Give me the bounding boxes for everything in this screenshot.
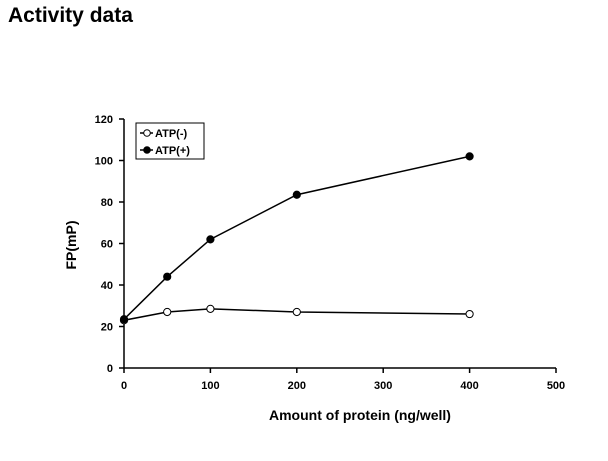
series-line [123,155,470,320]
series-atp-minus [119,304,474,325]
x-tick-label: 500 [547,380,565,392]
x-tick-label: 400 [460,380,478,392]
y-tick-label: 40 [101,280,113,292]
data-point [163,307,172,317]
page-title: Activity data [8,4,133,27]
data-point [206,304,215,313]
x-tick-label: 200 [288,380,306,392]
data-point [465,309,474,319]
data-point [163,272,172,281]
y-tick-label: 60 [101,239,113,251]
legend-marker [143,146,151,154]
x-tick-label: 100 [201,380,219,392]
data-point [119,315,129,324]
y-tick-label: 20 [101,322,113,334]
legend-label: ATP(-) [155,128,188,140]
y-tick-label: 0 [107,363,113,375]
y-tick-label: 100 [95,156,113,168]
data-point [465,152,474,161]
series-atp-plus [119,152,474,324]
x-tick-label: 0 [121,380,127,392]
legend-marker [143,129,151,137]
legend: ATP(-) ATP(+) [135,122,205,160]
data-point [292,190,301,199]
legend-item: ATP(+) [140,145,190,157]
data-point [206,235,215,244]
legend-item: ATP(-) [140,128,188,140]
x-axis-title: Amount of protein (ng/well) [269,407,451,423]
data-point [292,307,301,317]
y-axis-title: FP(mP) [63,221,79,270]
axes: 0 20 40 60 80 100 120 0 100 200 300 400 500 [95,114,566,392]
x-tick-label: 300 [374,380,392,392]
y-tick-label: 80 [101,197,113,209]
y-tick-label: 120 [95,114,113,126]
legend-label: ATP(+) [155,145,190,157]
series-layer [119,152,474,325]
